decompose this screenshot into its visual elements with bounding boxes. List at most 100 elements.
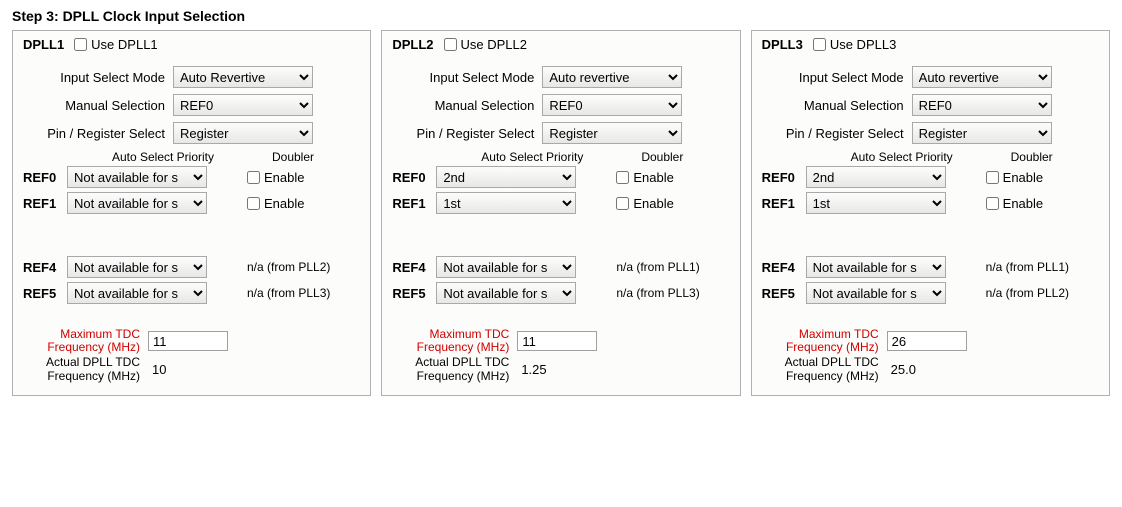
pin-register-select-label: Pin / Register Select [762, 126, 912, 141]
actual-tdc-label: Actual DPLL TDC Frequency (MHz) [762, 356, 887, 382]
dpll1-ref4-label: REF4 [23, 260, 67, 275]
doubler-label: Doubler [632, 150, 692, 164]
dpll2-ref1-priority[interactable]: 1st [436, 192, 576, 214]
actual-tdc-label: Actual DPLL TDC Frequency (MHz) [23, 356, 148, 382]
dpll2-ref1-enable-checkbox[interactable] [616, 197, 629, 210]
dpll3-ref1-label: REF1 [762, 196, 806, 211]
dpll1-ref4-na: n/a (from PLL2) [247, 260, 330, 274]
dpll1-ref0-label: REF0 [23, 170, 67, 185]
dpll3-ref0-priority[interactable]: 2nd [806, 166, 946, 188]
pin-register-select-label: Pin / Register Select [392, 126, 542, 141]
dpll3-ref5-na: n/a (from PLL2) [986, 286, 1069, 300]
dpll1-header: DPLL1 Use DPLL1 [23, 37, 360, 52]
dpll1-ref0-enable-checkbox[interactable] [247, 171, 260, 184]
use-dpll2-label[interactable]: Use DPLL2 [444, 37, 527, 52]
enable-text: Enable [264, 196, 304, 211]
dpll3-input-select-mode[interactable]: Auto revertive [912, 66, 1052, 88]
dpll1-ref1-priority[interactable]: Not available for s [67, 192, 207, 214]
dpll1-panel: DPLL1 Use DPLL1 Input Select Mode Auto R… [12, 30, 371, 396]
dpll1-ref5-na: n/a (from PLL3) [247, 286, 330, 300]
dpll1-ref5-priority[interactable]: Not available for s [67, 282, 207, 304]
dpll2-input-select-mode[interactable]: Auto revertive [542, 66, 682, 88]
step-title: Step 3: DPLL Clock Input Selection [12, 8, 1110, 24]
dpll3-ref4-na: n/a (from PLL1) [986, 260, 1069, 274]
max-tdc-label: Maximum TDC Frequency (MHz) [23, 328, 148, 354]
dpll2-ref4-priority[interactable]: Not available for s [436, 256, 576, 278]
dpll3-ref1-enable[interactable]: Enable [986, 196, 1043, 211]
auto-select-priority-label: Auto Select Priority [93, 150, 233, 164]
doubler-label: Doubler [1002, 150, 1062, 164]
manual-selection-label: Manual Selection [392, 98, 542, 113]
doubler-label: Doubler [263, 150, 323, 164]
dpll2-actual-tdc: 1.25 [517, 362, 546, 377]
dpll1-input-select-mode[interactable]: Auto Revertive [173, 66, 313, 88]
dpll1-actual-tdc: 10 [148, 362, 166, 377]
dpll2-ref4-na: n/a (from PLL1) [616, 260, 699, 274]
dpll1-max-tdc-input[interactable] [148, 331, 228, 351]
dpll3-pin-register-select[interactable]: Register [912, 122, 1052, 144]
enable-text: Enable [264, 170, 304, 185]
dpll2-ref5-label: REF5 [392, 286, 436, 301]
use-dpll3-checkbox[interactable] [813, 38, 826, 51]
enable-text: Enable [1003, 196, 1043, 211]
dpll1-ref4-priority[interactable]: Not available for s [67, 256, 207, 278]
manual-selection-label: Manual Selection [762, 98, 912, 113]
dpll3-panel: DPLL3 Use DPLL3 Input Select Mode Auto r… [751, 30, 1110, 396]
manual-selection-label: Manual Selection [23, 98, 173, 113]
dpll3-ref4-label: REF4 [762, 260, 806, 275]
auto-select-priority-label: Auto Select Priority [462, 150, 602, 164]
dpll1-ref1-enable[interactable]: Enable [247, 196, 304, 211]
dpll1-ref0-priority[interactable]: Not available for s [67, 166, 207, 188]
dpll2-ref0-label: REF0 [392, 170, 436, 185]
dpll2-ref1-enable[interactable]: Enable [616, 196, 673, 211]
dpll3-ref5-label: REF5 [762, 286, 806, 301]
pin-register-select-label: Pin / Register Select [23, 126, 173, 141]
dpll3-ref0-enable-checkbox[interactable] [986, 171, 999, 184]
dpll1-name: DPLL1 [23, 37, 64, 52]
enable-text: Enable [1003, 170, 1043, 185]
actual-tdc-label: Actual DPLL TDC Frequency (MHz) [392, 356, 517, 382]
dpll3-ref1-enable-checkbox[interactable] [986, 197, 999, 210]
dpll2-ref0-enable[interactable]: Enable [616, 170, 673, 185]
input-select-mode-label: Input Select Mode [23, 70, 173, 85]
use-dpll1-label[interactable]: Use DPLL1 [74, 37, 157, 52]
dpll3-ref0-label: REF0 [762, 170, 806, 185]
dpll3-ref1-priority[interactable]: 1st [806, 192, 946, 214]
enable-text: Enable [633, 170, 673, 185]
dpll1-ref1-enable-checkbox[interactable] [247, 197, 260, 210]
use-dpll2-checkbox[interactable] [444, 38, 457, 51]
use-dpll3-text: Use DPLL3 [830, 37, 896, 52]
dpll2-name: DPLL2 [392, 37, 433, 52]
auto-select-priority-label: Auto Select Priority [832, 150, 972, 164]
dpll3-name: DPLL3 [762, 37, 803, 52]
dpll3-actual-tdc: 25.0 [887, 362, 916, 377]
dpll2-manual-selection[interactable]: REF0 [542, 94, 682, 116]
dpll3-max-tdc-input[interactable] [887, 331, 967, 351]
dpll1-manual-selection[interactable]: REF0 [173, 94, 313, 116]
dpll1-ref1-label: REF1 [23, 196, 67, 211]
use-dpll3-label[interactable]: Use DPLL3 [813, 37, 896, 52]
dpll3-manual-selection[interactable]: REF0 [912, 94, 1052, 116]
dpll2-ref4-label: REF4 [392, 260, 436, 275]
dpll2-ref1-label: REF1 [392, 196, 436, 211]
dpll2-pin-register-select[interactable]: Register [542, 122, 682, 144]
dpll3-ref0-enable[interactable]: Enable [986, 170, 1043, 185]
dpll2-header: DPLL2 Use DPLL2 [392, 37, 729, 52]
use-dpll2-text: Use DPLL2 [461, 37, 527, 52]
dpll1-ref0-enable[interactable]: Enable [247, 170, 304, 185]
dpll2-ref0-priority[interactable]: 2nd [436, 166, 576, 188]
dpll-panels: DPLL1 Use DPLL1 Input Select Mode Auto R… [12, 30, 1110, 396]
dpll2-max-tdc-input[interactable] [517, 331, 597, 351]
input-select-mode-label: Input Select Mode [762, 70, 912, 85]
dpll3-ref4-priority[interactable]: Not available for s [806, 256, 946, 278]
dpll1-pin-register-select[interactable]: Register [173, 122, 313, 144]
dpll3-header: DPLL3 Use DPLL3 [762, 37, 1099, 52]
dpll3-ref5-priority[interactable]: Not available for s [806, 282, 946, 304]
use-dpll1-checkbox[interactable] [74, 38, 87, 51]
use-dpll1-text: Use DPLL1 [91, 37, 157, 52]
dpll2-ref0-enable-checkbox[interactable] [616, 171, 629, 184]
input-select-mode-label: Input Select Mode [392, 70, 542, 85]
max-tdc-label: Maximum TDC Frequency (MHz) [762, 328, 887, 354]
dpll2-ref5-priority[interactable]: Not available for s [436, 282, 576, 304]
enable-text: Enable [633, 196, 673, 211]
